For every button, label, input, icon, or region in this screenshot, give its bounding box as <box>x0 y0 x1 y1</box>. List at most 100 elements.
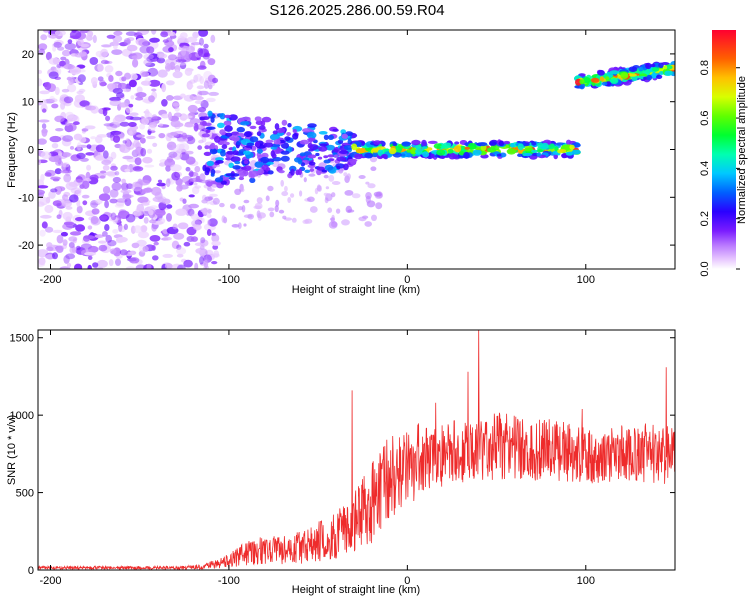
spectrogram-ridge-cell <box>400 153 406 157</box>
spectrogram-noise-cell <box>149 205 158 209</box>
spectrogram-noise-cell <box>44 172 52 177</box>
spectrogram-noise-cell <box>213 170 221 174</box>
spectrogram-noise-cell <box>137 196 149 204</box>
spectrogram-noise-cell <box>135 92 147 98</box>
spectrogram-noise-cell <box>106 34 116 39</box>
spectrogram-noise-cell <box>120 189 132 194</box>
spectrogram-noise-cell <box>187 104 198 113</box>
spectrogram-ridge-cell <box>219 129 226 136</box>
spectrogram-noise-cell <box>97 240 107 244</box>
spectrogram-ridge-cell <box>318 131 328 135</box>
spectrogram-noise-cell <box>54 115 65 123</box>
spectrogram-ridge-cell <box>280 150 290 155</box>
spectrogram-ridge-cell <box>260 156 270 164</box>
spectrogram-noise-cell <box>55 160 64 166</box>
spectrogram-noise-cell <box>185 166 191 172</box>
spectrogram-noise-cell <box>117 225 127 233</box>
spectrogram-ridge-cell <box>254 141 261 148</box>
spectrogram-noise-cell <box>144 108 150 118</box>
spectrogram-ridge-cell <box>506 148 517 155</box>
spectrogram-ridge-cell <box>206 181 213 187</box>
spectrogram-noise-cell <box>156 53 168 59</box>
spectrogram-noise-cell <box>197 107 207 113</box>
spectrogram-ridge-cell <box>454 141 460 145</box>
spectrogram-ridge-cell <box>601 81 608 86</box>
spectrogram-ridge-cell <box>498 140 505 146</box>
spectrogram-ridge-cell <box>234 160 241 165</box>
spectrogram-noise-cell <box>124 139 131 149</box>
figure-title: S126.2025.286.00.59.R04 <box>269 2 444 19</box>
spectrogram-ridge-cell <box>517 153 523 157</box>
spectrogram-ridge-cell <box>411 139 421 146</box>
spectrogram-noise-cell <box>142 156 153 164</box>
spectrogram-noise-cell <box>87 264 92 269</box>
spectrogram-noise-cell <box>102 231 108 237</box>
spectrogram-ridge-cell <box>309 168 315 172</box>
spectrogram-noise-cell <box>364 221 373 227</box>
spectrogram-noise-cell <box>63 221 74 226</box>
spectrogram-ridge-cell <box>464 146 471 150</box>
spectrogram-noise-cell <box>174 122 184 128</box>
spectrogram-noise-cell <box>146 135 156 140</box>
spectrogram-ridge-cell <box>205 167 211 173</box>
spectrogram-ridge-cell <box>299 152 306 157</box>
spectrogram-ridge-cell <box>236 141 242 146</box>
spectrogram-noise-cell <box>55 128 64 132</box>
spectrogram-ridge-cell <box>569 144 575 150</box>
spectrogram-noise-cell <box>307 196 315 203</box>
spectrogram-noise-cell <box>185 150 194 155</box>
spectrogram-noise-cell <box>56 246 64 253</box>
spectrogram-ridge-cell <box>214 177 224 183</box>
spectrogram-noise-cell <box>208 91 220 96</box>
spectrogram-ridge-cell <box>620 72 629 79</box>
spectrogram-ridge-cell <box>281 119 288 126</box>
spectrogram-noise-cell <box>166 213 172 222</box>
spectrogram-noise-cell <box>165 62 172 72</box>
spectrogram-noise-cell <box>160 31 169 38</box>
spectrogram-noise-cell <box>365 181 370 185</box>
spectrogram-xlabel: Height of straight line (km) <box>292 284 420 296</box>
spectrogram-noise-cell <box>122 194 134 198</box>
spectrogram-noise-cell <box>323 174 329 179</box>
spectrogram-noise-cell <box>143 53 154 60</box>
spectrogram-ridge-cell <box>510 142 515 148</box>
spectrogram-noise-cell <box>237 222 242 229</box>
spectrogram-ridge-cell <box>599 76 605 82</box>
spectrogram-noise-cell <box>116 92 125 99</box>
spectrogram-noise-cell <box>243 199 250 204</box>
spectrogram-noise-cell <box>186 36 198 43</box>
spectrogram-ridge-cell <box>243 159 249 165</box>
spectrogram-noise-cell <box>63 96 74 104</box>
spectrogram-noise-cell <box>74 263 83 269</box>
spectrogram-ridge-cell <box>652 67 660 72</box>
spectrogram-ridge-cell <box>336 165 341 170</box>
spectrogram-noise-cell <box>358 175 366 179</box>
spectrogram-noise-cell <box>95 144 105 153</box>
colorbar-gradient <box>712 30 736 269</box>
spectrogram-ridge-cell <box>336 156 346 162</box>
spectrogram-ridge-cell <box>467 142 477 150</box>
spectrogram-noise-cell <box>182 198 187 204</box>
spectrogram-ridge-cell <box>201 133 210 138</box>
spectrogram-noise-cell <box>183 123 195 128</box>
spectrogram-noise-cell <box>110 212 117 221</box>
spectrogram-ridge-cell <box>209 148 218 155</box>
spectrogram-noise-cell <box>365 192 372 200</box>
spectrogram-noise-cell <box>180 93 186 98</box>
spectrogram-noise-cell <box>109 198 118 204</box>
spectrogram-noise-cell <box>139 70 146 77</box>
spectrogram-noise-cell <box>290 193 295 198</box>
spectrogram-noise-cell <box>44 204 54 214</box>
spectrogram-ridge-cell <box>356 148 365 154</box>
spectrogram-ytick-label: 10 <box>22 97 34 109</box>
spectrogram-ridge-cell <box>401 141 411 147</box>
spectrogram-noise-cell <box>77 69 86 73</box>
spectrogram-noise-cell <box>54 168 62 175</box>
spectrogram-ridge-cell <box>406 149 412 153</box>
spectrogram-noise-cell <box>103 150 109 159</box>
spectrogram-ridge-cell <box>536 152 542 157</box>
spectrogram-noise-cell <box>291 217 297 223</box>
spectrogram-noise-cell <box>80 243 92 250</box>
spectrogram-noise-cell <box>166 95 174 101</box>
